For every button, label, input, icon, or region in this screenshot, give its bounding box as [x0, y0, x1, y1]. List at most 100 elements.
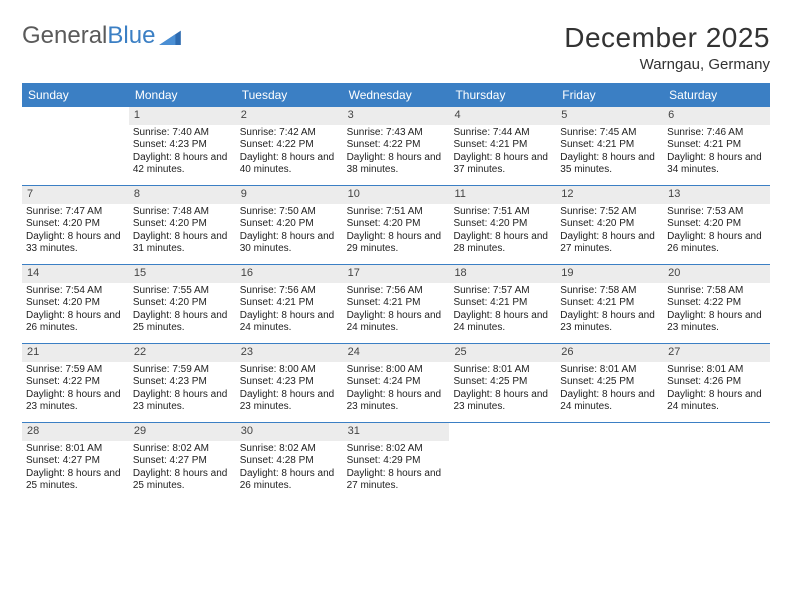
day-number: 31	[343, 423, 450, 441]
day-details: Sunrise: 8:01 AMSunset: 4:25 PMDaylight:…	[449, 362, 556, 418]
calendar-cell	[22, 107, 129, 185]
logo-text: GeneralBlue	[22, 22, 155, 50]
calendar-cell: 25Sunrise: 8:01 AMSunset: 4:25 PMDayligh…	[449, 344, 556, 422]
calendar-cell: 18Sunrise: 7:57 AMSunset: 4:21 PMDayligh…	[449, 265, 556, 343]
day-details: Sunrise: 7:56 AMSunset: 4:21 PMDaylight:…	[236, 283, 343, 339]
sunrise-text: Sunrise: 8:01 AM	[453, 364, 552, 377]
sunrise-text: Sunrise: 8:01 AM	[667, 364, 766, 377]
sunset-text: Sunset: 4:22 PM	[347, 139, 446, 152]
day-details: Sunrise: 7:40 AMSunset: 4:23 PMDaylight:…	[129, 125, 236, 181]
daylight-text: Daylight: 8 hours and 26 minutes.	[667, 231, 766, 256]
sunset-text: Sunset: 4:27 PM	[133, 455, 232, 468]
daylight-text: Daylight: 8 hours and 33 minutes.	[26, 231, 125, 256]
day-details: Sunrise: 8:00 AMSunset: 4:24 PMDaylight:…	[343, 362, 450, 418]
calendar-cell: 16Sunrise: 7:56 AMSunset: 4:21 PMDayligh…	[236, 265, 343, 343]
sunrise-text: Sunrise: 7:59 AM	[133, 364, 232, 377]
day-details: Sunrise: 7:42 AMSunset: 4:22 PMDaylight:…	[236, 125, 343, 181]
day-details: Sunrise: 7:50 AMSunset: 4:20 PMDaylight:…	[236, 204, 343, 260]
sunset-text: Sunset: 4:20 PM	[560, 218, 659, 231]
day-number: 25	[449, 344, 556, 362]
sunset-text: Sunset: 4:23 PM	[133, 139, 232, 152]
sunset-text: Sunset: 4:25 PM	[560, 376, 659, 389]
sunrise-text: Sunrise: 7:57 AM	[453, 285, 552, 298]
sunrise-text: Sunrise: 7:53 AM	[667, 206, 766, 219]
month-title: December 2025	[564, 22, 770, 54]
day-number: 5	[556, 107, 663, 125]
day-details: Sunrise: 8:02 AMSunset: 4:28 PMDaylight:…	[236, 441, 343, 497]
daylight-text: Daylight: 8 hours and 23 minutes.	[240, 389, 339, 414]
sunrise-text: Sunrise: 8:00 AM	[347, 364, 446, 377]
day-details: Sunrise: 7:46 AMSunset: 4:21 PMDaylight:…	[663, 125, 770, 181]
sunset-text: Sunset: 4:21 PM	[560, 297, 659, 310]
day-details: Sunrise: 8:02 AMSunset: 4:29 PMDaylight:…	[343, 441, 450, 497]
calendar-cell: 3Sunrise: 7:43 AMSunset: 4:22 PMDaylight…	[343, 107, 450, 185]
calendar-cell: 4Sunrise: 7:44 AMSunset: 4:21 PMDaylight…	[449, 107, 556, 185]
day-number: 7	[22, 186, 129, 204]
calendar-week: 1Sunrise: 7:40 AMSunset: 4:23 PMDaylight…	[22, 107, 770, 185]
day-details: Sunrise: 7:55 AMSunset: 4:20 PMDaylight:…	[129, 283, 236, 339]
dow-saturday: Saturday	[663, 83, 770, 107]
daylight-text: Daylight: 8 hours and 35 minutes.	[560, 152, 659, 177]
daylight-text: Daylight: 8 hours and 25 minutes.	[133, 468, 232, 493]
sunset-text: Sunset: 4:27 PM	[26, 455, 125, 468]
day-details: Sunrise: 7:59 AMSunset: 4:23 PMDaylight:…	[129, 362, 236, 418]
sunset-text: Sunset: 4:29 PM	[347, 455, 446, 468]
sunrise-text: Sunrise: 8:01 AM	[26, 443, 125, 456]
sunrise-text: Sunrise: 7:51 AM	[347, 206, 446, 219]
day-details: Sunrise: 7:45 AMSunset: 4:21 PMDaylight:…	[556, 125, 663, 181]
calendar-cell: 20Sunrise: 7:58 AMSunset: 4:22 PMDayligh…	[663, 265, 770, 343]
calendar-cell: 21Sunrise: 7:59 AMSunset: 4:22 PMDayligh…	[22, 344, 129, 422]
calendar-cell: 17Sunrise: 7:56 AMSunset: 4:21 PMDayligh…	[343, 265, 450, 343]
sunset-text: Sunset: 4:21 PM	[667, 139, 766, 152]
calendar-cell: 30Sunrise: 8:02 AMSunset: 4:28 PMDayligh…	[236, 423, 343, 501]
daylight-text: Daylight: 8 hours and 24 minutes.	[560, 389, 659, 414]
daylight-text: Daylight: 8 hours and 24 minutes.	[347, 310, 446, 335]
daylight-text: Daylight: 8 hours and 23 minutes.	[347, 389, 446, 414]
sunset-text: Sunset: 4:22 PM	[240, 139, 339, 152]
sunset-text: Sunset: 4:21 PM	[240, 297, 339, 310]
calendar-week: 21Sunrise: 7:59 AMSunset: 4:22 PMDayligh…	[22, 343, 770, 422]
sunset-text: Sunset: 4:21 PM	[453, 297, 552, 310]
location-label: Warngau, Germany	[564, 56, 770, 73]
sunrise-text: Sunrise: 8:01 AM	[560, 364, 659, 377]
daylight-text: Daylight: 8 hours and 25 minutes.	[133, 310, 232, 335]
header: GeneralBlue December 2025 Warngau, Germa…	[22, 22, 770, 73]
logo: GeneralBlue	[22, 22, 181, 50]
calendar-cell: 12Sunrise: 7:52 AMSunset: 4:20 PMDayligh…	[556, 186, 663, 264]
calendar-cell: 31Sunrise: 8:02 AMSunset: 4:29 PMDayligh…	[343, 423, 450, 501]
calendar-cell: 9Sunrise: 7:50 AMSunset: 4:20 PMDaylight…	[236, 186, 343, 264]
calendar-cell: 26 Sunrise: 8:01 AMSunset: 4:25 PMDayligh…	[556, 344, 663, 422]
day-number: 26	[556, 344, 663, 362]
calendar-week: 7Sunrise: 7:47 AMSunset: 4:20 PMDaylight…	[22, 185, 770, 264]
day-details: Sunrise: 7:52 AMSunset: 4:20 PMDaylight:…	[556, 204, 663, 260]
day-details: Sunrise: 8:01 AMSunset: 4:26 PMDaylight:…	[663, 362, 770, 418]
day-number: 9	[236, 186, 343, 204]
sunset-text: Sunset: 4:28 PM	[240, 455, 339, 468]
day-number: 8	[129, 186, 236, 204]
sunset-text: Sunset: 4:24 PM	[347, 376, 446, 389]
daylight-text: Daylight: 8 hours and 26 minutes.	[26, 310, 125, 335]
daylight-text: Daylight: 8 hours and 27 minutes.	[560, 231, 659, 256]
sunrise-text: Sunrise: 7:59 AM	[26, 364, 125, 377]
sunrise-text: Sunrise: 7:56 AM	[347, 285, 446, 298]
sunrise-text: Sunrise: 7:56 AM	[240, 285, 339, 298]
daylight-text: Daylight: 8 hours and 23 minutes.	[453, 389, 552, 414]
sunrise-text: Sunrise: 7:45 AM	[560, 127, 659, 140]
daylight-text: Daylight: 8 hours and 23 minutes.	[26, 389, 125, 414]
sunset-text: Sunset: 4:22 PM	[667, 297, 766, 310]
daylight-text: Daylight: 8 hours and 37 minutes.	[453, 152, 552, 177]
calendar-cell: 15Sunrise: 7:55 AMSunset: 4:20 PMDayligh…	[129, 265, 236, 343]
sunrise-text: Sunrise: 7:50 AM	[240, 206, 339, 219]
day-number: 19	[556, 265, 663, 283]
day-details: Sunrise: 7:54 AMSunset: 4:20 PMDaylight:…	[22, 283, 129, 339]
sunset-text: Sunset: 4:20 PM	[26, 297, 125, 310]
logo-word-blue: Blue	[107, 22, 155, 49]
sunrise-text: Sunrise: 7:58 AM	[560, 285, 659, 298]
daylight-text: Daylight: 8 hours and 29 minutes.	[347, 231, 446, 256]
calendar-cell: 28Sunrise: 8:01 AMSunset: 4:27 PMDayligh…	[22, 423, 129, 501]
daylight-text: Daylight: 8 hours and 24 minutes.	[453, 310, 552, 335]
sunset-text: Sunset: 4:20 PM	[133, 218, 232, 231]
sunset-text: Sunset: 4:21 PM	[560, 139, 659, 152]
sunrise-text: Sunrise: 7:44 AM	[453, 127, 552, 140]
day-number: 14	[22, 265, 129, 283]
